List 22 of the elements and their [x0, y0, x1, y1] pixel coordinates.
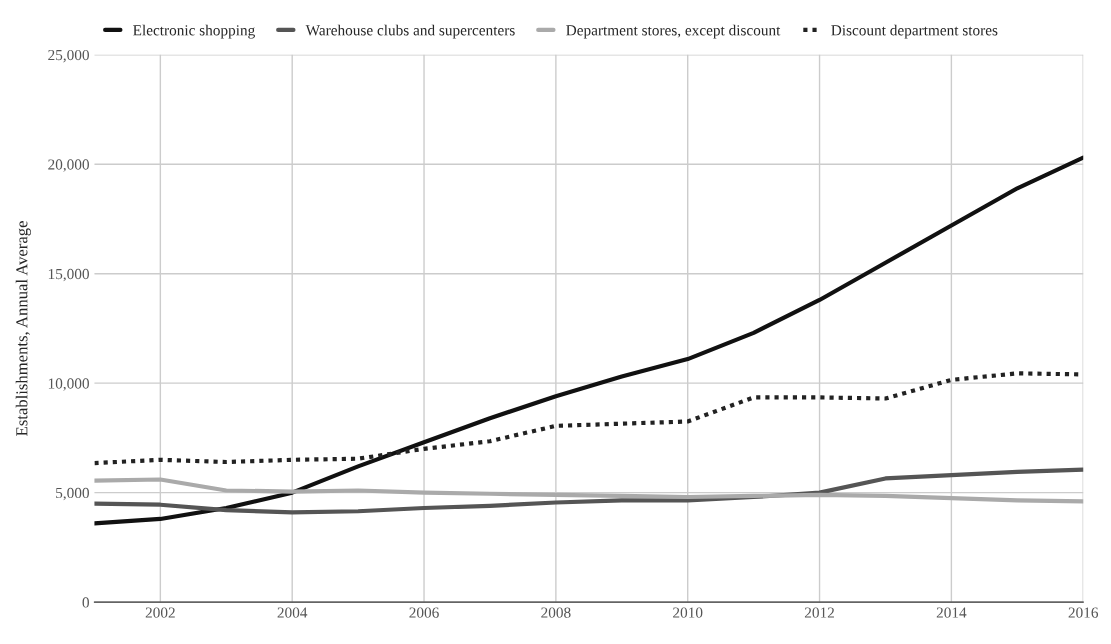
y-tick-label: 20,000 [48, 159, 89, 172]
x-tick-label: 2008 [541, 607, 571, 618]
legend-label: Department stores, except discount [566, 24, 781, 39]
legend-label: Warehouse clubs and supercenters [305, 24, 515, 39]
x-tick-label: 2014 [936, 607, 967, 618]
legend-label: Electronic shopping [133, 24, 255, 39]
y-tick-label: 0 [82, 597, 89, 608]
y-tick-label: 25,000 [48, 49, 89, 63]
x-tick-label: 2012 [804, 607, 834, 618]
line-series [94, 477, 1084, 504]
x-tick-label: 2006 [409, 607, 439, 618]
line-series [94, 155, 1084, 526]
x-tick-label: 2010 [673, 607, 703, 618]
x-tick-label: 2016 [1068, 607, 1099, 618]
y-tick-label: 15,000 [48, 268, 89, 282]
legend-label: Discount department stores [831, 24, 998, 39]
y-tick-label: 5,000 [56, 487, 89, 501]
x-tick-label: 2002 [145, 607, 175, 618]
line-series [94, 467, 1084, 515]
y-tick-label: 10,000 [48, 378, 89, 391]
x-tick-label: 2004 [277, 607, 308, 618]
y-axis-title: Establishments, Annual Average [15, 221, 31, 436]
